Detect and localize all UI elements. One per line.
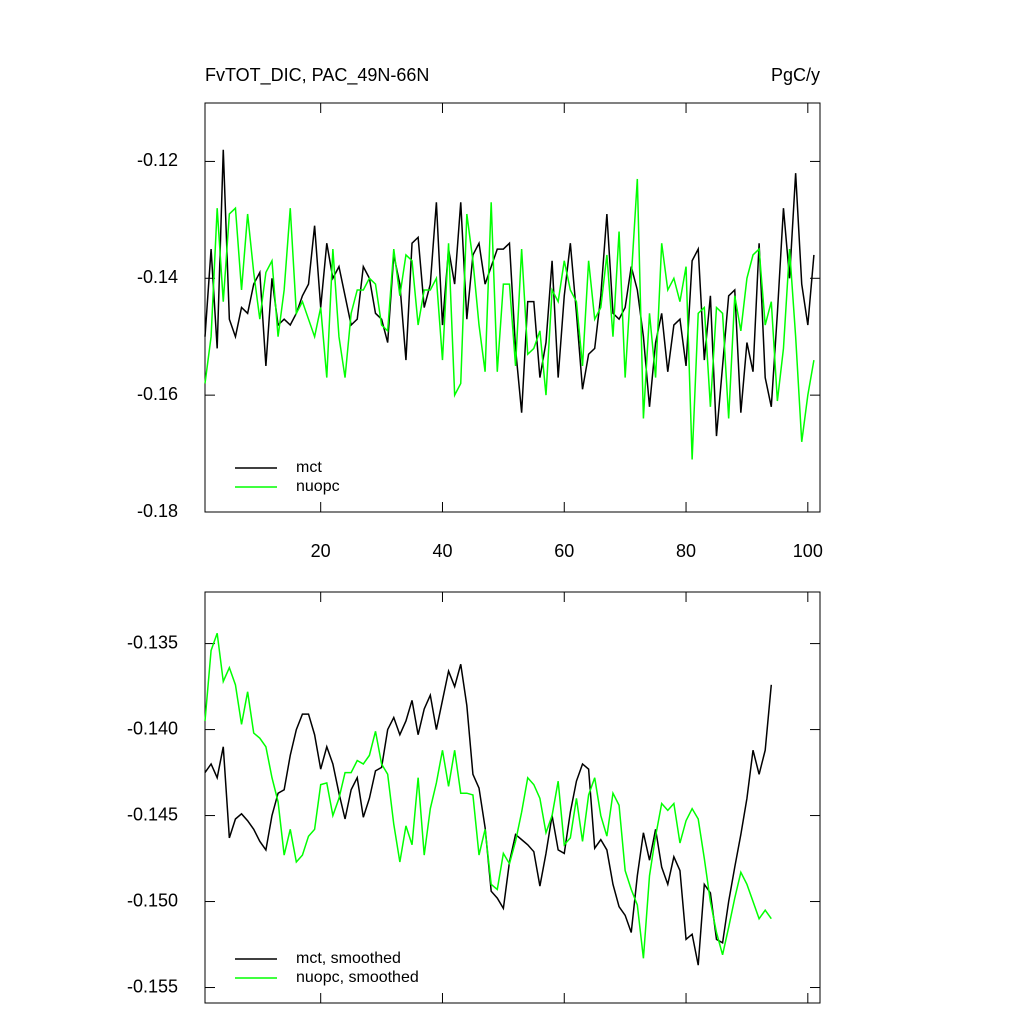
series-line: [204, 633, 772, 959]
series-line: [204, 664, 773, 966]
legend-label: mct, smoothed: [296, 950, 401, 967]
y-tick-label: -0.150: [127, 890, 178, 910]
x-tick-label: 60: [554, 541, 574, 561]
y-tick-label: -0.155: [127, 976, 178, 996]
y-tick-label: -0.12: [137, 150, 178, 170]
legend-label: nuopc: [296, 478, 340, 495]
y-tick-label: -0.135: [127, 632, 178, 652]
x-tick-label: 100: [793, 541, 823, 561]
units-label: PgC/y: [771, 65, 820, 85]
y-tick-label: -0.16: [137, 384, 178, 404]
y-tick-label: -0.140: [127, 718, 178, 738]
y-tick-label: -0.145: [127, 804, 178, 824]
x-tick-label: 80: [676, 541, 696, 561]
chart-title: FvTOT_DIC, PAC_49N-66N: [205, 65, 429, 86]
x-tick-label: 40: [432, 541, 452, 561]
plot-frame: [204, 102, 821, 513]
series-line: [204, 149, 815, 437]
y-tick-label: -0.18: [137, 501, 178, 521]
y-tick-label: -0.14: [137, 267, 178, 287]
plot-frame: [204, 591, 821, 1004]
legend-label: nuopc, smoothed: [296, 969, 419, 986]
x-tick-label: 20: [311, 541, 331, 561]
legend-label: mct: [296, 459, 322, 476]
series-line: [204, 178, 815, 460]
